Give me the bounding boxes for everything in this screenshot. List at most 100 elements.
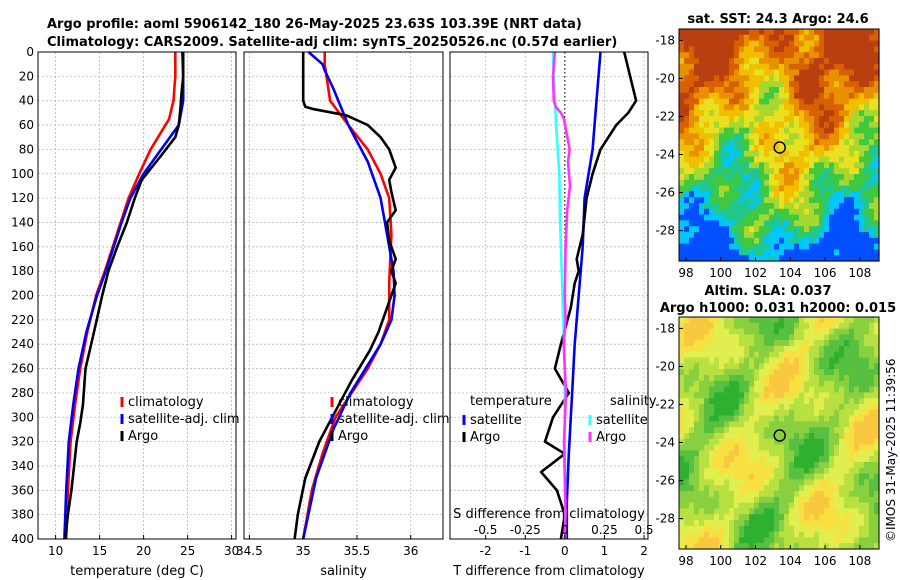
map-cell <box>834 191 840 198</box>
s-diff-tick-label: 0 <box>561 523 569 537</box>
map-cell <box>754 380 760 388</box>
map-cell <box>754 249 760 256</box>
map-cell <box>774 496 780 504</box>
map-cell <box>824 491 830 498</box>
map-cell <box>859 46 865 53</box>
map-cell <box>804 438 810 446</box>
map-cell <box>769 392 775 399</box>
map-cell <box>844 398 850 405</box>
map-cell <box>804 69 810 76</box>
map-cell <box>719 104 725 111</box>
map-cell <box>769 520 775 527</box>
map-cell <box>804 404 810 411</box>
map-cell <box>714 433 720 440</box>
map-cell <box>874 421 880 428</box>
map-cell <box>829 357 835 364</box>
map-cell <box>679 456 685 463</box>
map-cell <box>679 502 685 509</box>
map-cell <box>759 208 765 216</box>
map-cell <box>849 398 855 405</box>
map-cell <box>689 438 695 446</box>
map-cell <box>764 508 770 515</box>
map-cell <box>749 197 755 204</box>
map-cell <box>834 357 840 364</box>
x-tick-label: 35 <box>296 544 311 558</box>
map-cell <box>814 433 820 440</box>
map-cell <box>679 232 685 239</box>
map-cell <box>874 444 880 451</box>
map-cell <box>799 156 805 163</box>
map-cell <box>699 485 705 492</box>
map-cell <box>834 537 840 544</box>
map-cell <box>744 116 750 123</box>
map-cell <box>824 462 830 469</box>
map-cell <box>714 485 720 492</box>
map-cell <box>854 351 860 359</box>
map-cell <box>724 63 730 71</box>
map-cell <box>784 87 790 94</box>
map-cell <box>854 220 860 227</box>
map-cell <box>729 502 735 509</box>
map-cell <box>749 322 755 330</box>
map-cell <box>854 249 860 256</box>
map-cell <box>824 75 830 82</box>
map-cell <box>769 156 775 163</box>
map-cell <box>864 520 870 527</box>
map-cell <box>704 69 710 76</box>
map-cell <box>704 87 710 94</box>
map-cell <box>769 525 775 533</box>
map-cell <box>824 208 830 216</box>
map-cell <box>694 380 700 388</box>
map-cell <box>754 491 760 498</box>
map-cell <box>839 185 845 192</box>
map-cell <box>724 40 730 47</box>
map-cell <box>854 168 860 175</box>
map-cell <box>714 214 720 221</box>
map-cell <box>729 121 735 129</box>
map-cell <box>739 496 745 504</box>
map-cell <box>824 346 830 353</box>
map-cell <box>769 537 775 544</box>
map-cell <box>704 392 710 399</box>
map-cell <box>719 203 725 210</box>
map-cell <box>704 537 710 544</box>
map-cell <box>769 543 775 550</box>
map-cell <box>864 179 870 187</box>
map-cell <box>854 404 860 411</box>
map-cell <box>854 34 860 42</box>
map-cell <box>809 496 815 504</box>
map-cell <box>784 415 790 422</box>
map-cell <box>684 52 690 59</box>
map-cell <box>724 29 730 36</box>
map-cell <box>784 92 790 100</box>
map-cell <box>699 543 705 550</box>
map-cell <box>679 87 685 94</box>
map-cell <box>799 485 805 492</box>
map-cell <box>734 514 740 521</box>
map-cell <box>739 346 745 353</box>
map-cell <box>709 87 715 94</box>
map-cell <box>689 46 695 53</box>
map-cell <box>799 46 805 53</box>
map-cell <box>684 525 690 533</box>
map-cell <box>804 203 810 210</box>
map-cell <box>754 508 760 515</box>
map-cell <box>764 491 770 498</box>
map-cell <box>764 409 770 417</box>
map-cell <box>799 255 805 262</box>
map-cell <box>804 174 810 181</box>
map-cell <box>819 543 825 550</box>
map-cell <box>864 197 870 204</box>
map-cell <box>744 150 750 158</box>
map-cell <box>864 203 870 210</box>
map-cell <box>709 226 715 233</box>
map-cell <box>764 174 770 181</box>
map-cell <box>834 75 840 82</box>
map-cell <box>814 34 820 42</box>
map-cell <box>694 450 700 457</box>
map-cell <box>864 150 870 158</box>
map-cell <box>734 29 740 36</box>
map-cell <box>769 220 775 227</box>
map-cell <box>839 537 845 544</box>
map-x-tick-label: 106 <box>814 554 837 568</box>
